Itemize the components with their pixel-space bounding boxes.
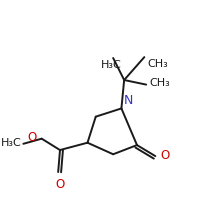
Text: CH₃: CH₃ — [147, 59, 168, 69]
Text: O: O — [161, 149, 170, 162]
Text: H₃C: H₃C — [1, 138, 22, 148]
Text: N: N — [124, 94, 133, 107]
Text: CH₃: CH₃ — [149, 78, 170, 88]
Text: H₃C: H₃C — [101, 60, 122, 70]
Text: O: O — [55, 178, 65, 191]
Text: O: O — [28, 131, 37, 144]
